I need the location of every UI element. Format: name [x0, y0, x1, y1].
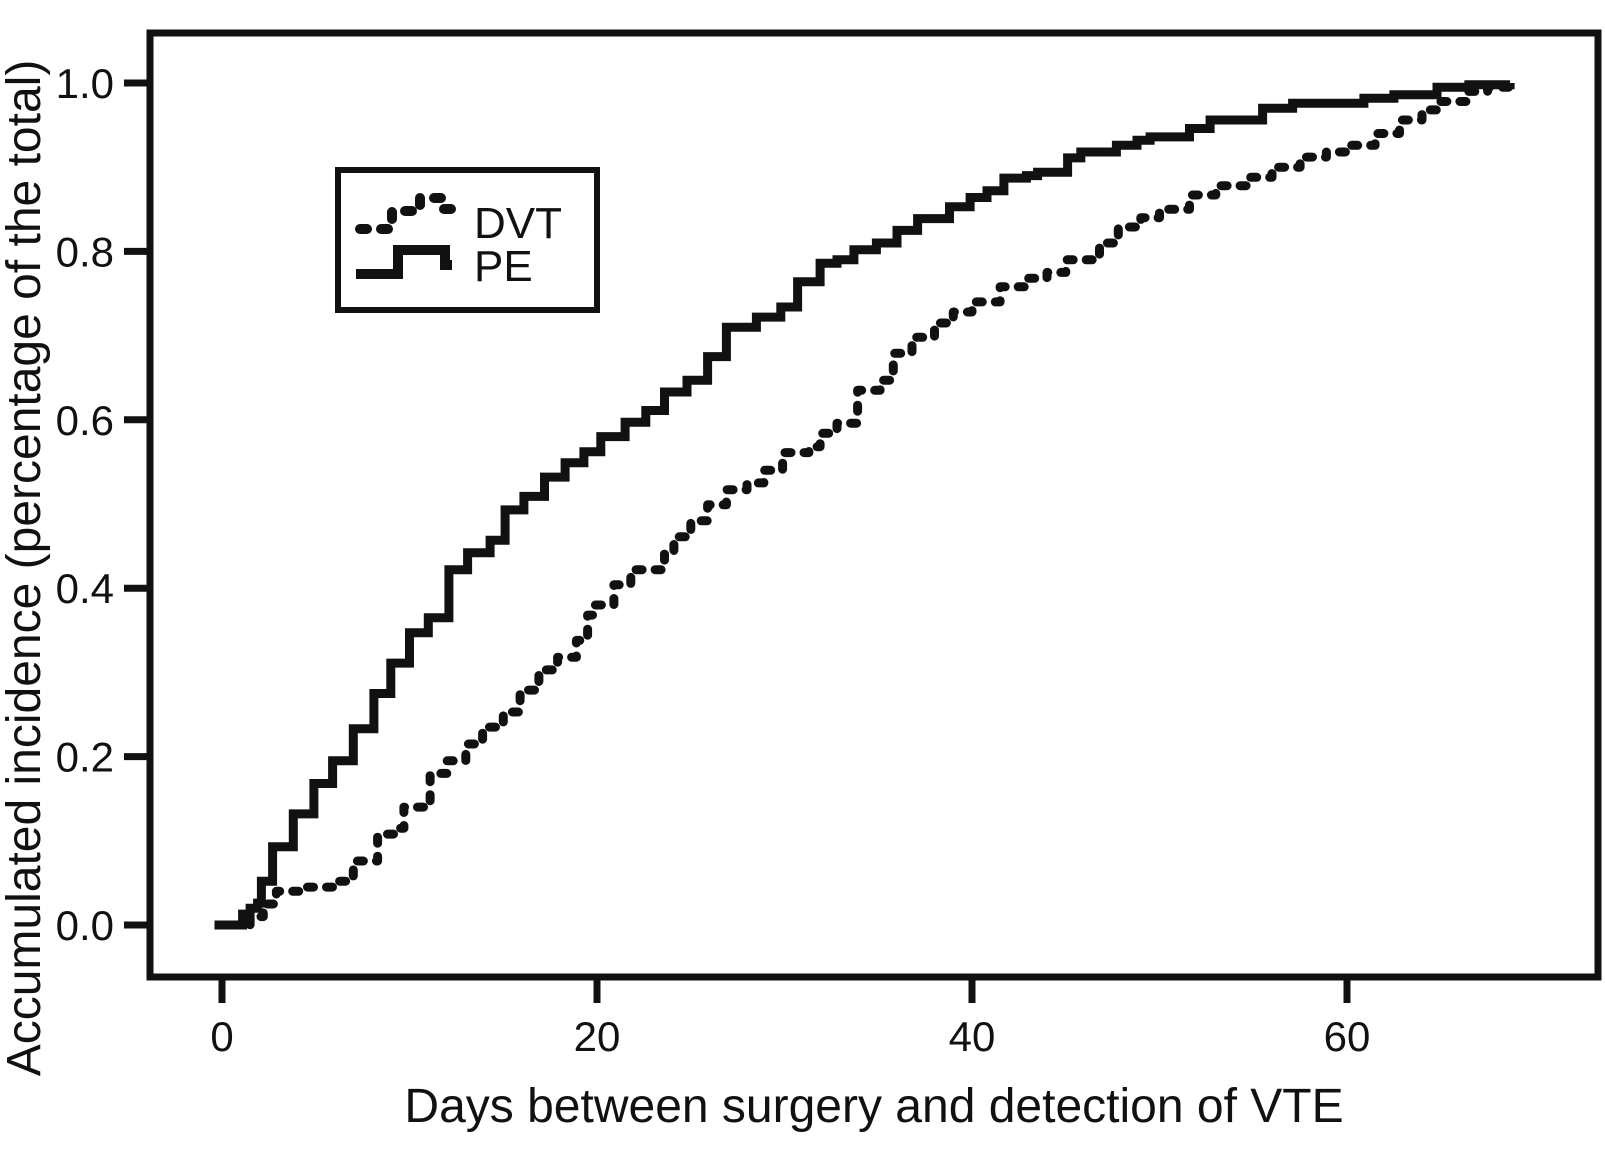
y-tick-label: 0.2: [56, 734, 114, 781]
x-tick-label: 0: [210, 1013, 233, 1060]
x-tick-label: 40: [949, 1013, 996, 1060]
legend-dvt-line-sample: [355, 193, 457, 234]
dvt-curve: [226, 78, 1515, 930]
y-axis-title: Accumulated incidence (percentage of the…: [0, 60, 51, 1077]
pe-curve: [214, 80, 1515, 930]
legend-pe-line-sample: [356, 245, 452, 279]
y-tick-label: 0.8: [56, 228, 114, 275]
y-tick-label: 1.0: [56, 60, 114, 107]
x-tick-label: 20: [574, 1013, 621, 1060]
x-tick-label: 60: [1324, 1013, 1371, 1060]
legend-border: [335, 167, 600, 313]
x-axis-title: Days between surgery and detection of VT…: [404, 1080, 1343, 1133]
legend-pe-label: PE: [474, 242, 533, 291]
y-tick-label: 0.6: [56, 397, 114, 444]
y-axis-ticks: 0.0 0.2 0.4 0.6 0.8 1.0: [56, 60, 150, 949]
y-tick-label: 0.4: [56, 565, 114, 612]
x-axis-ticks: 0 20 40 60: [210, 977, 1370, 1060]
plot-border: [146, 29, 1602, 981]
y-tick-label: 0.0: [56, 902, 114, 949]
legend-dvt-label: DVT: [474, 199, 562, 248]
series-group: [214, 78, 1515, 930]
legend: DVT PE: [335, 167, 600, 313]
